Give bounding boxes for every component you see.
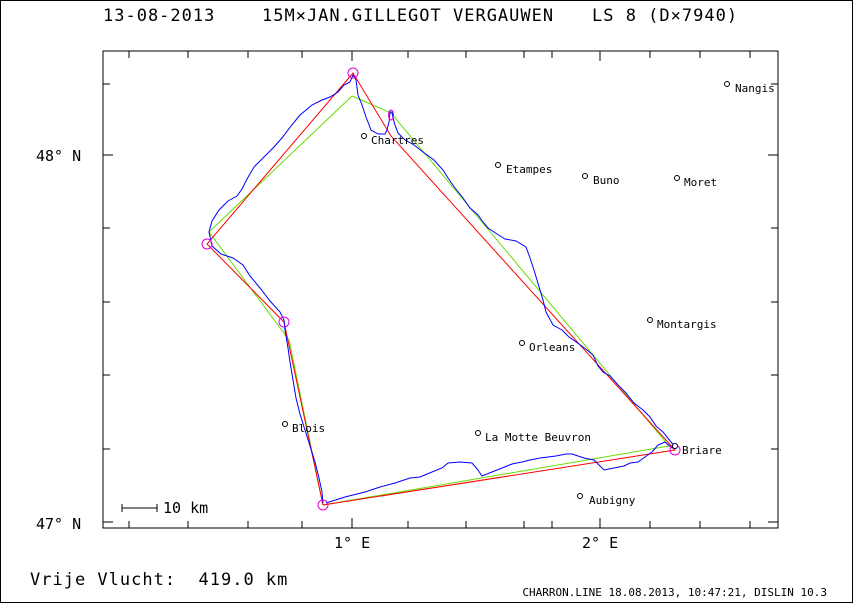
town-marker: [674, 175, 680, 181]
town-label-la-motte-beuvron: La Motte Beuvron: [485, 431, 591, 444]
town-marker: [582, 173, 588, 179]
town-label-buno: Buno: [593, 174, 620, 187]
turnpoint-marker: [201, 238, 213, 250]
town-label-orleans: Orleans: [529, 341, 575, 354]
town-label-aubigny: Aubigny: [589, 494, 636, 507]
town-marker: [647, 317, 653, 323]
flight-header: 13-08-2013 15M×JAN.GILLEGOT VERGAUWEN LS…: [0, 6, 853, 86]
pilot-name: 15M×JAN.GILLEGOT VERGAUWEN: [262, 6, 555, 26]
lat-label-47: 47° N: [36, 515, 81, 533]
scale-bar: 10 km: [121, 499, 208, 517]
scale-bar-label: 10 km: [163, 499, 208, 517]
flight-date: 13-08-2013: [103, 6, 216, 26]
lat-label-48: 48° N: [36, 147, 81, 165]
turnpoint-marker: [317, 499, 329, 511]
turnpoints: [201, 67, 681, 511]
town-label-nangis: Nangis: [735, 82, 775, 95]
town-marker: [519, 340, 525, 346]
plot-area: [102, 50, 779, 529]
town-marker: [577, 493, 583, 499]
lon-label-2: 2° E: [582, 534, 618, 552]
town-label-moret: Moret: [684, 176, 717, 189]
gps-track: [208, 73, 678, 504]
town-marker: [495, 162, 501, 168]
town-label-etampes: Etampes: [506, 163, 552, 176]
free-flight-distance: Vrije Vlucht: 419.0 km: [30, 570, 289, 590]
lon-label-1: 1° E: [334, 534, 370, 552]
town-marker: [475, 430, 481, 436]
axis-ticks: [103, 51, 778, 528]
optimized-route: [206, 72, 676, 506]
town-label-blois: Blois: [292, 422, 325, 435]
turnpoint-marker: [278, 316, 290, 328]
town-marker: [724, 81, 730, 87]
town-marker: [361, 133, 367, 139]
towns: Nangis Chartres Etampes Buno Moret Monta…: [282, 81, 775, 507]
declared-route: [208, 95, 670, 506]
glider-class: LS 8 (D×7940): [592, 6, 739, 26]
turnpoint-marker: [388, 109, 394, 121]
town-label-montargis: Montargis: [657, 318, 717, 331]
turnpoint-marker: [347, 67, 359, 79]
town-label-briare: Briare: [682, 444, 722, 457]
town-marker: [672, 443, 678, 449]
footer-info: CHARRON.LINE 18.08.2013, 10:47:21, DISLI…: [522, 586, 827, 599]
town-label-chartres: Chartres: [371, 134, 424, 147]
town-marker: [282, 421, 288, 427]
